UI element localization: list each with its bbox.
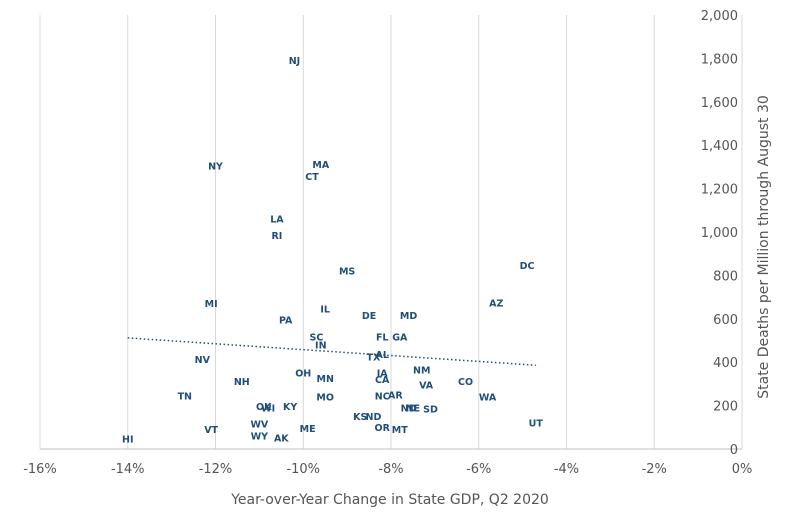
data-point-label: NV bbox=[195, 355, 211, 366]
data-point-label: TN bbox=[178, 391, 192, 402]
data-point-label: WA bbox=[479, 392, 497, 403]
data-point-label: SC bbox=[309, 333, 323, 344]
y-axis-title: State Deaths per Million through August … bbox=[756, 95, 772, 399]
y-tick-label: 0 bbox=[730, 443, 738, 458]
data-point-label: MN bbox=[316, 374, 333, 385]
x-tick-label: -2% bbox=[642, 462, 667, 477]
data-point-label: AL bbox=[376, 350, 389, 361]
data-point-label: MS bbox=[339, 267, 355, 278]
y-tick-label: 200 bbox=[713, 400, 738, 415]
data-point-label: AR bbox=[388, 390, 403, 401]
x-tick-label: 0% bbox=[732, 462, 753, 477]
x-tick-label: -6% bbox=[466, 462, 491, 477]
data-point-label: KS bbox=[353, 412, 367, 423]
data-point-label: FL bbox=[376, 333, 389, 344]
data-point-label: IN bbox=[315, 340, 327, 351]
trendline bbox=[127, 337, 536, 366]
axes: -16% -14% -12% -10% -8% -6% -4% -2% 0% 0 200 400 600… bbox=[23, 9, 752, 477]
data-point-label: MA bbox=[312, 160, 329, 171]
data-point-label: PA bbox=[279, 315, 293, 326]
x-axis-title: Year-over-Year Change in State GDP, Q2 2… bbox=[230, 492, 549, 508]
data-point-label: HI bbox=[122, 435, 134, 446]
grid-lines bbox=[39, 15, 743, 449]
data-point-label: WY bbox=[251, 431, 268, 442]
y-tick-label: 1,800 bbox=[701, 52, 738, 67]
y-tick-label: 600 bbox=[713, 313, 738, 328]
data-point-label: WI bbox=[261, 403, 275, 414]
data-point-label: MT bbox=[392, 425, 408, 436]
data-point-label: NY bbox=[208, 161, 223, 172]
y-tick-label: 1,600 bbox=[701, 96, 738, 111]
data-point-label: GA bbox=[392, 333, 408, 344]
data-point-label: NJ bbox=[289, 56, 301, 67]
data-point-label: AZ bbox=[489, 299, 503, 310]
x-tick-label: -10% bbox=[286, 462, 320, 477]
x-tick-label: -8% bbox=[378, 462, 403, 477]
data-point-label: NE bbox=[406, 403, 420, 414]
data-point-label: ME bbox=[300, 424, 316, 435]
data-point-label: ND bbox=[366, 412, 382, 423]
x-tick-label: -12% bbox=[199, 462, 233, 477]
data-point-label: OR bbox=[375, 423, 391, 434]
data-point-label: MO bbox=[316, 392, 334, 403]
data-point-label: MD bbox=[400, 311, 417, 322]
data-point-label: SD bbox=[423, 404, 438, 415]
y-tick-label: 1,000 bbox=[701, 226, 738, 241]
x-tick-label: -16% bbox=[23, 462, 57, 477]
data-point-label: KY bbox=[283, 402, 297, 413]
y-tick-label: 1,400 bbox=[701, 139, 738, 154]
data-point-label: NH bbox=[234, 377, 250, 388]
data-point-label: IL bbox=[320, 305, 330, 316]
data-point-label: NM bbox=[413, 365, 430, 376]
x-tick-label: -4% bbox=[554, 462, 579, 477]
data-point-label: TX bbox=[367, 352, 381, 363]
x-tick-label: -14% bbox=[111, 462, 145, 477]
data-point-label: MI bbox=[205, 299, 218, 310]
data-point-label: CO bbox=[458, 377, 473, 388]
data-point-label: CT bbox=[305, 172, 319, 183]
y-tick-label: 800 bbox=[713, 269, 738, 284]
data-point-label: LA bbox=[270, 214, 284, 225]
data-point-label: UT bbox=[529, 418, 544, 429]
data-point-label: CA bbox=[375, 375, 390, 386]
y-tick-label: 400 bbox=[713, 356, 738, 371]
data-point-label: VA bbox=[419, 380, 434, 391]
trendline-group bbox=[127, 337, 536, 366]
data-point-label: WV bbox=[250, 420, 268, 431]
data-point-label: IA bbox=[377, 369, 389, 380]
data-point-label: NC bbox=[375, 391, 390, 402]
data-point-label: AK bbox=[274, 434, 289, 445]
data-point-label: RI bbox=[271, 231, 282, 242]
y-tick-label: 1,200 bbox=[701, 183, 738, 198]
data-point-label: DE bbox=[362, 311, 376, 322]
data-point-label: ND bbox=[401, 403, 417, 414]
data-point-label: VT bbox=[204, 425, 218, 436]
y-tick-label: 2,000 bbox=[701, 9, 738, 24]
data-point-label: OH bbox=[295, 369, 311, 380]
data-point-label: DC bbox=[520, 261, 535, 272]
data-point-label: OK bbox=[256, 402, 272, 413]
